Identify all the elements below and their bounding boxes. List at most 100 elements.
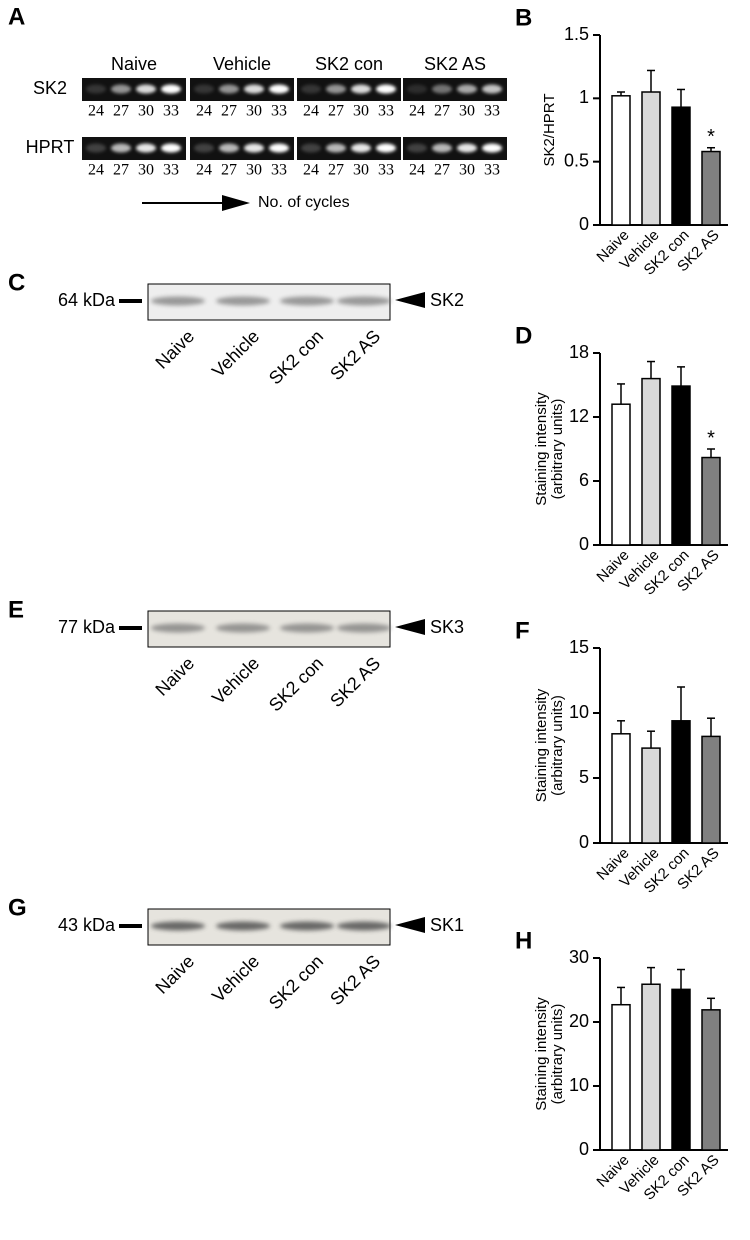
cycle-label: 30 <box>138 162 154 179</box>
gel-band <box>432 84 452 94</box>
bar <box>701 735 721 844</box>
cycle-label: 27 <box>113 103 129 120</box>
blot-band <box>151 296 205 306</box>
gel-band <box>432 143 452 153</box>
blot-band <box>151 921 205 931</box>
blot-band <box>337 296 391 306</box>
lane-label: Vehicle <box>208 326 263 381</box>
lane-label: SK2 AS <box>326 653 384 711</box>
gel-band <box>194 143 214 153</box>
cycle-label: 24 <box>196 103 212 120</box>
lane-label: SK2 con <box>265 653 327 715</box>
y-axis-label: (arbitrary units) <box>549 399 566 500</box>
y-tick-label: 5 <box>579 767 589 787</box>
y-axis-label: Staining intensity <box>533 997 550 1111</box>
lane-label: Vehicle <box>208 951 263 1006</box>
panel-label: A <box>8 3 25 30</box>
bar <box>701 1009 721 1151</box>
significance-marker: * <box>707 126 715 148</box>
cycle-label: 24 <box>409 103 425 120</box>
cycle-label: 33 <box>378 103 394 120</box>
gel-band <box>407 84 427 94</box>
gel-image <box>82 137 186 160</box>
bar <box>671 106 691 226</box>
panel-label: F <box>515 617 530 644</box>
y-axis-label: SK2/HPRT <box>541 93 558 166</box>
panel-label: E <box>8 596 24 623</box>
panel-label: B <box>515 4 532 31</box>
lane-label: Vehicle <box>213 54 271 74</box>
lane-label: SK2 con <box>265 326 327 388</box>
cycle-label: 24 <box>196 162 212 179</box>
gel-image <box>403 78 507 101</box>
y-tick-label: 12 <box>569 406 589 426</box>
bar <box>611 733 631 844</box>
lane-label: SK2 AS <box>326 326 384 384</box>
cycle-label: 27 <box>113 162 129 179</box>
gel-band <box>136 143 156 153</box>
gel-band <box>111 143 131 153</box>
row-label: SK2 <box>33 78 67 98</box>
gel-band <box>269 84 289 94</box>
y-tick-label: 0.5 <box>564 150 589 170</box>
gel-band <box>86 84 106 94</box>
cycle-label: 24 <box>88 162 104 179</box>
y-tick-label: 1.5 <box>564 24 589 44</box>
bar <box>611 403 631 546</box>
y-tick-label: 6 <box>579 470 589 490</box>
y-tick-label: 18 <box>569 342 589 362</box>
cycle-label: 33 <box>484 103 500 120</box>
marker-tick <box>119 924 142 928</box>
gel-band <box>376 143 396 153</box>
lane-label: SK2 AS <box>326 951 384 1009</box>
lane-label: SK2 con <box>265 951 327 1013</box>
y-axis-label: (arbitrary units) <box>549 1004 566 1105</box>
marker-label: 43 kDa <box>58 915 116 935</box>
gel-band <box>219 84 239 94</box>
cycle-label: 27 <box>434 103 450 120</box>
gel-band <box>161 143 181 153</box>
protein-label: SK2 <box>430 290 464 310</box>
gel-band <box>457 143 477 153</box>
cycle-label: 24 <box>303 103 319 120</box>
lane-label: SK2 AS <box>424 54 486 74</box>
cycle-label: 33 <box>378 162 394 179</box>
gel-band <box>219 143 239 153</box>
cycle-label: 27 <box>221 103 237 120</box>
cycle-label: 33 <box>271 103 287 120</box>
bar <box>611 1003 631 1151</box>
cycle-label: 24 <box>303 162 319 179</box>
y-axis-label: Staining intensity <box>533 688 550 802</box>
cycle-label: 30 <box>138 103 154 120</box>
y-axis-label: Staining intensity <box>533 392 550 506</box>
panel-label: G <box>8 894 27 921</box>
protein-label: SK1 <box>430 915 464 935</box>
y-tick-label: 1 <box>579 87 589 107</box>
cycle-label: 30 <box>246 103 262 120</box>
blot-band <box>216 921 270 931</box>
cycle-label: 24 <box>409 162 425 179</box>
cycle-label: 30 <box>459 103 475 120</box>
arrow-head <box>395 292 425 308</box>
cycle-label: 27 <box>328 103 344 120</box>
y-tick-label: 10 <box>569 1075 589 1095</box>
gel-image <box>82 78 186 101</box>
marker-tick <box>119 626 142 630</box>
gel-image <box>190 137 294 160</box>
cycle-label: 33 <box>271 162 287 179</box>
arrow-label: No. of cycles <box>258 194 350 211</box>
blot-band <box>151 623 205 633</box>
row-label: HPRT <box>26 137 75 157</box>
gel-band <box>161 84 181 94</box>
y-tick-label: 0 <box>579 534 589 554</box>
cycle-label: 30 <box>459 162 475 179</box>
blot-band <box>280 296 334 306</box>
panel-label: D <box>515 322 532 349</box>
blot-band <box>216 296 270 306</box>
arrow-head <box>395 917 425 933</box>
gel-band <box>326 143 346 153</box>
gel-band <box>351 84 371 94</box>
cycle-label: 27 <box>221 162 237 179</box>
arrow-head <box>222 195 250 211</box>
